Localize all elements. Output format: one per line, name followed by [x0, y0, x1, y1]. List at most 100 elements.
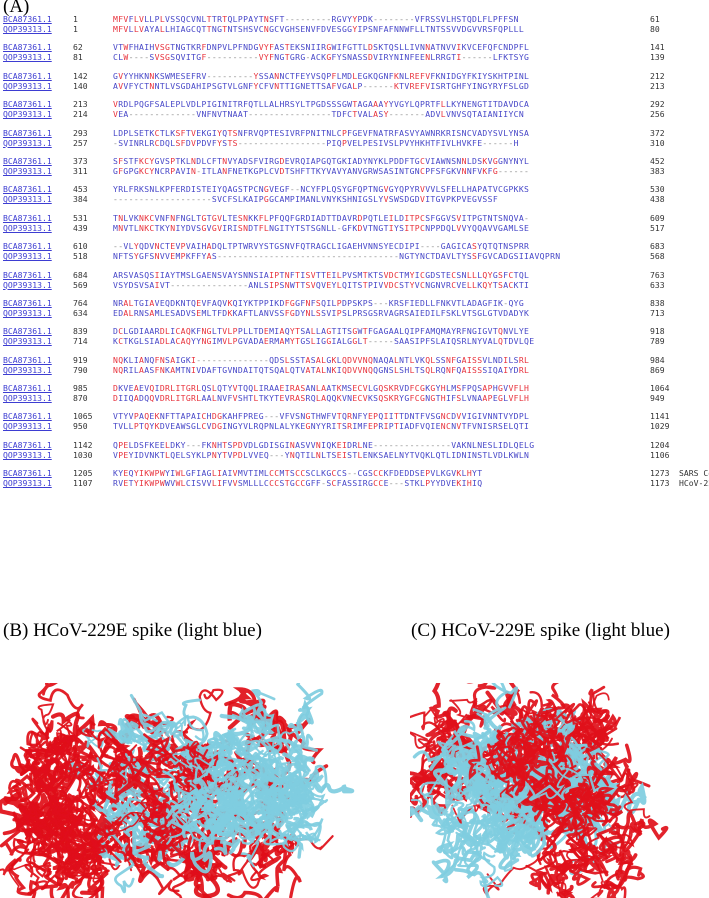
accession-link[interactable]: QOP39313.1: [3, 137, 52, 148]
start-position: 214: [73, 109, 88, 120]
sars-ribbon: [13, 814, 84, 871]
structure-b-image: [0, 683, 355, 898]
hcov-ribbon: [166, 782, 205, 845]
alignment-block: BCA87361.1 373 SFSTFKCYGVSPTKLNDLCFTNVYADS…: [3, 156, 707, 184]
accession-link[interactable]: QOP39313.1: [3, 80, 52, 91]
end-position: 918: [650, 326, 665, 337]
accession-link[interactable]: QOP39313.1: [3, 364, 52, 375]
accession-link[interactable]: QOP39313.1: [3, 279, 52, 290]
accession-link[interactable]: BCA87361.1: [3, 354, 52, 365]
sequence-text: EDALRNSAMLESADVSEMLTFDKKAFTLANVSSFGDYNLS…: [113, 307, 530, 318]
accession-link[interactable]: BCA87361.1: [3, 297, 52, 308]
end-position: 141: [650, 42, 665, 53]
accession-link[interactable]: QOP39313.1: [3, 449, 52, 460]
start-position: 62: [73, 42, 83, 53]
accession-link[interactable]: BCA87361.1: [3, 42, 52, 53]
sars-ribbon: [532, 800, 572, 836]
start-position: 81: [73, 52, 83, 63]
accession-link[interactable]: BCA87361.1: [3, 155, 52, 166]
accession-link[interactable]: BCA87361.1: [3, 468, 52, 479]
accession-link[interactable]: BCA87361.1: [3, 184, 52, 195]
alignment-block: BCA87361.1 919 NQKLIANQFNSAIGKI-----------…: [3, 355, 707, 383]
accession-link[interactable]: QOP39313.1: [3, 52, 52, 63]
accession-link[interactable]: QOP39313.1: [3, 222, 52, 233]
accession-link[interactable]: QOP39313.1: [3, 24, 52, 34]
hcov-ribbon: [287, 824, 321, 844]
sequence-text: KCTKGLSIADLACAQYYNGIMVLPGVADAERMAMYTGSLI…: [113, 336, 535, 347]
accession-link[interactable]: QOP39313.1: [3, 421, 52, 432]
accession-link[interactable]: QOP39313.1: [3, 307, 52, 318]
accession-link[interactable]: BCA87361.1: [3, 411, 52, 422]
sars-ribbon: [37, 703, 55, 732]
accession-link[interactable]: BCA87361.1: [3, 383, 52, 394]
alignment-block: BCA87361.1 1205 KYEQYIKWPWYIWLGFIAGLIAIVMV…: [3, 468, 709, 496]
accession-link[interactable]: BCA87361.1: [3, 241, 52, 252]
hcov-ribbon: [232, 749, 258, 790]
accession-link[interactable]: QOP39313.1: [3, 165, 52, 176]
sars-ribbon: [553, 713, 617, 769]
hcov-ribbon: [249, 773, 312, 820]
hcov-ribbon: [192, 750, 237, 791]
sars-ribbon: [113, 773, 162, 819]
sequence-text: DCLGDIAARDLICAQKFNGLTVLPPLLTDEMIAQYTSALL…: [113, 326, 530, 337]
alignment-block: BCA87361.1 684 ARSVASQSIIAYTMSLGAENSVAYSNN…: [3, 270, 707, 298]
start-position: 1030: [73, 449, 93, 460]
sars-ribbon: [540, 803, 567, 834]
species-label: SARS CoV-2: [679, 468, 709, 479]
sequence-text: VSYDSVSAIVT---------------ANLSIPSNWTTSVQ…: [113, 279, 530, 290]
start-position: 531: [73, 212, 88, 223]
sars-ribbon: [542, 735, 567, 763]
accession-link[interactable]: BCA87361.1: [3, 439, 52, 450]
hcov-ribbon: [100, 810, 132, 842]
accession-link[interactable]: BCA87361.1: [3, 70, 52, 81]
sars-ribbon: [24, 746, 77, 773]
start-position: 569: [73, 279, 88, 290]
sequence-text: KYEQYIKWPWYIWLGFIAGLIAIVMVTIMLCCMTSCCSCL…: [113, 468, 483, 479]
sars-ribbon: [186, 740, 200, 758]
end-position: 256: [650, 109, 665, 120]
end-position: 80: [650, 24, 660, 34]
sars-ribbon: [509, 736, 538, 768]
accession-link[interactable]: QOP39313.1: [3, 109, 52, 120]
sequence-text: GVYYHKNNKSWMESEFRV---------YSSANNCTFEYVS…: [113, 70, 530, 81]
sars-ribbon: [92, 813, 122, 837]
hcov-ribbon: [117, 718, 144, 742]
sequence-text: NRALTGIAVEQDKNTQEVFAQVKQIYKTPPIKDFGGFNFS…: [113, 297, 525, 308]
accession-link[interactable]: BCA87361.1: [3, 14, 52, 24]
hcov-ribbon: [256, 786, 280, 829]
end-position: 1029: [650, 421, 670, 432]
sequence-text: DIIQADQQVDRLITGRLAALNVFVSHTLTKYTEVRASRQL…: [113, 393, 530, 404]
sequence-text: QPELDSFKEELDKY---FKNHTSPDVDLGDISGINASVVN…: [113, 439, 535, 450]
accession-link[interactable]: BCA87361.1: [3, 127, 52, 138]
sars-ribbon: [595, 790, 624, 817]
hcov-ribbon: [453, 850, 482, 880]
accession-link[interactable]: BCA87361.1: [3, 269, 52, 280]
accession-link[interactable]: QOP39313.1: [3, 251, 52, 262]
accession-link[interactable]: BCA87361.1: [3, 99, 52, 110]
sequence-text: MNVTLNKCTKYNIYDVSGVGVIRISNDTFLNGITYTSTSG…: [113, 222, 530, 233]
accession-link[interactable]: QOP39313.1: [3, 478, 52, 489]
hcov-ribbon: [518, 770, 596, 803]
sars-ribbon: [74, 815, 102, 856]
sars-ribbon: [98, 765, 123, 803]
sequence-text: NQKLIANQFNSAIGKI--------------QDSLSSTASA…: [113, 354, 530, 365]
accession-link[interactable]: BCA87361.1: [3, 212, 52, 223]
end-position: 683: [650, 241, 665, 252]
start-position: 1065: [73, 411, 93, 422]
accession-link[interactable]: BCA87361.1: [3, 326, 52, 337]
alignment-block: BCA87361.1 764 NRALTGIAVEQDKNTQEVFAQVKQIYK…: [3, 298, 707, 326]
hcov-ribbon: [479, 851, 504, 888]
accession-link[interactable]: QOP39313.1: [3, 393, 52, 404]
hcov-ribbon: [218, 713, 253, 745]
sars-ribbon: [24, 747, 37, 760]
hcov-ribbon: [451, 784, 473, 825]
sequence-text: MFVLLVAYALLHIAGCQTTNGTNTSHSVCNGCVGHSENVF…: [113, 24, 525, 34]
accession-link[interactable]: QOP39313.1: [3, 336, 52, 347]
end-position: 984: [650, 354, 665, 365]
sars-ribbon: [596, 826, 625, 864]
start-position: 839: [73, 326, 88, 337]
sars-ribbon: [522, 728, 554, 769]
start-position: 1: [73, 24, 78, 34]
sequence-text: GFGPGKCYNCRPAVIN-ITLANFNETKGPLCVDTSHFTTK…: [113, 165, 530, 176]
accession-link[interactable]: QOP39313.1: [3, 194, 52, 205]
